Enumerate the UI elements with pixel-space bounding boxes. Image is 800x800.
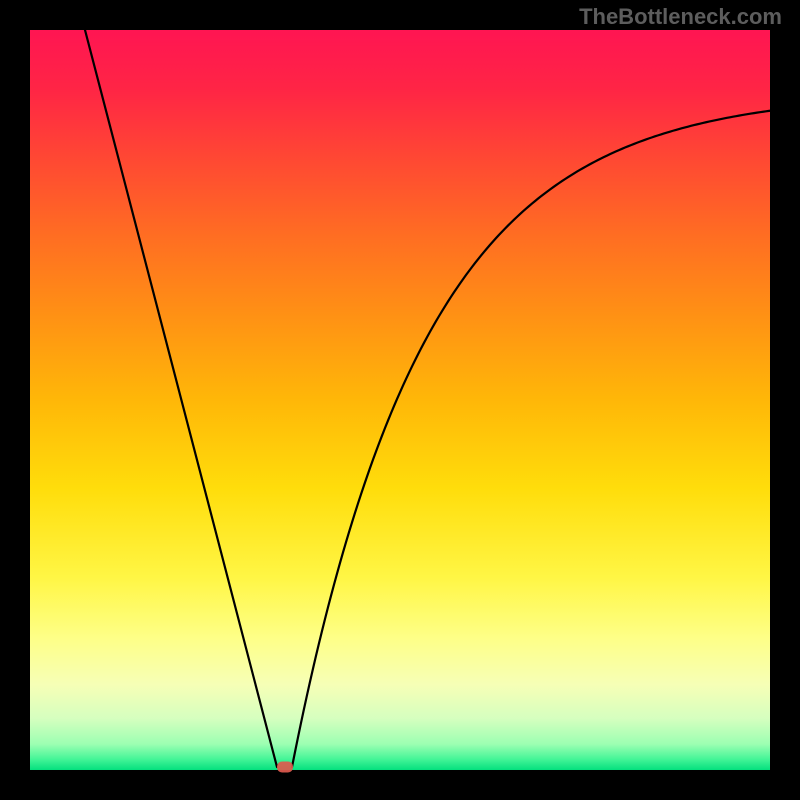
bottleneck-marker	[277, 762, 293, 773]
bottleneck-curve	[0, 0, 800, 800]
chart-container: TheBottleneck.com	[0, 0, 800, 800]
watermark-text: TheBottleneck.com	[579, 4, 782, 30]
